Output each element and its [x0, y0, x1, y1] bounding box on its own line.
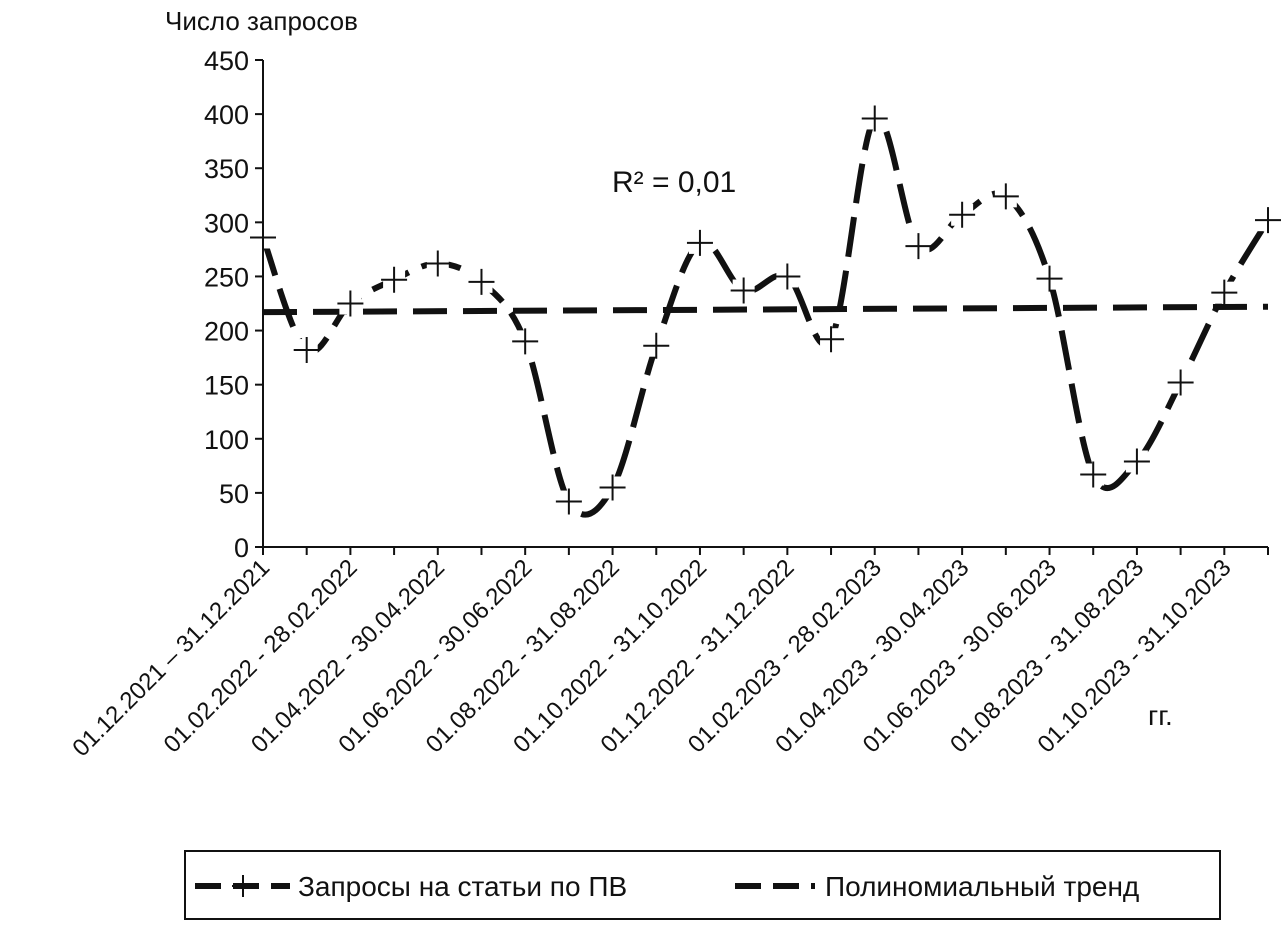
y-tick-label: 350 — [204, 154, 249, 184]
legend-trend-label: Полиномиальный тренд — [825, 871, 1139, 902]
y-axis-title: Число запросов — [165, 6, 358, 36]
plus-marker — [1080, 461, 1107, 488]
legend-plus-marker — [232, 875, 254, 897]
plus-marker — [250, 224, 276, 251]
plot-area — [250, 105, 1281, 518]
y-tick-label: 200 — [204, 317, 249, 347]
plus-marker — [1123, 448, 1150, 475]
plus-marker — [1167, 369, 1194, 396]
plus-marker — [949, 201, 976, 228]
y-axis: 0 50 100 150 200 250 300 350 400 450 — [204, 46, 264, 563]
y-tick-label: 250 — [204, 262, 249, 292]
plus-marker — [818, 326, 845, 353]
legend-series-label: Запросы на статьи по ПВ — [298, 871, 627, 902]
y-tick-label: 0 — [234, 533, 249, 563]
legend: Запросы на статьи по ПВ Полиномиальный т… — [184, 850, 1221, 920]
y-tick-label: 300 — [204, 208, 249, 238]
trend-line — [262, 303, 1269, 316]
plus-marker — [1211, 279, 1238, 306]
plus-marker — [468, 268, 495, 295]
plus-marker — [381, 266, 408, 293]
plus-marker — [424, 250, 451, 277]
plus-marker — [643, 332, 670, 359]
plus-marker — [555, 488, 582, 515]
y-tick-label: 400 — [204, 100, 249, 130]
y-tick-label: 100 — [204, 425, 249, 455]
plus-marker — [512, 328, 539, 355]
plus-marker — [1255, 207, 1281, 234]
plus-marker — [599, 474, 626, 501]
series-line — [260, 114, 1271, 518]
plus-marker — [992, 183, 1019, 210]
plus-marker — [730, 277, 757, 304]
plus-marker — [774, 263, 801, 290]
plus-marker — [905, 233, 932, 260]
plus-marker — [293, 337, 320, 364]
plus-marker — [337, 290, 364, 317]
legend-box — [184, 850, 1221, 920]
plus-marker — [686, 229, 713, 256]
y-tick-label: 450 — [204, 46, 249, 76]
y-tick-label: 50 — [219, 479, 249, 509]
plus-marker — [1036, 265, 1063, 292]
y-tick-label: 150 — [204, 371, 249, 401]
r-squared-annotation: R² = 0,01 — [612, 166, 736, 199]
plus-marker — [861, 105, 888, 132]
x-axis-title: гг. — [1148, 700, 1173, 731]
